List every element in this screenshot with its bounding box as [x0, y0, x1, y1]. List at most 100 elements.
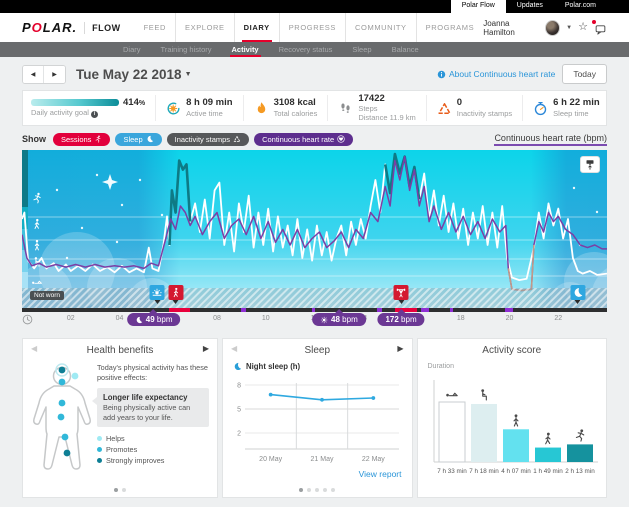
- page-date-title[interactable]: Tue May 22 2018: [76, 66, 182, 82]
- toggle-sleep-pill[interactable]: Sleep: [115, 132, 162, 146]
- daily-summary-bar: 414% Daily activity goal i 8 h 09 min Acti…: [22, 90, 607, 126]
- time-tick: 10: [261, 315, 270, 322]
- flow-label: FLOW: [92, 22, 121, 33]
- date-caret-icon[interactable]: ▼: [184, 70, 192, 78]
- nav-item-diary[interactable]: DIARY: [233, 13, 279, 42]
- chr-axis-selector[interactable]: Continuous heart rate (bpm): [494, 133, 607, 146]
- about-chr-link[interactable]: About Continuous heart rate: [437, 69, 555, 79]
- benefit-dot: [71, 372, 79, 380]
- topbar-tab-polar-flow[interactable]: Polar Flow: [450, 0, 506, 13]
- time-tick: 04: [115, 315, 124, 322]
- health-prev-arrow[interactable]: ◀: [31, 344, 38, 353]
- about-chr-label: About Continuous heart rate: [448, 69, 556, 79]
- stat-steps: 17422 Steps Distance 11.9 km: [327, 93, 425, 123]
- health-benefits-title: Health benefits: [86, 344, 154, 356]
- event-barbell-marker[interactable]: [393, 285, 409, 304]
- stat-activity-goal: 414% Daily activity goal i: [23, 95, 155, 121]
- goal-info-icon[interactable]: i: [90, 111, 98, 119]
- polar-logo[interactable]: POLAR.: [22, 20, 77, 35]
- nav-item-explore[interactable]: EXPLORE: [175, 13, 234, 42]
- score-bar-label: 4 h 07 min: [501, 468, 531, 475]
- hr-marker-49bpm[interactable]: 49 bpm: [126, 309, 181, 326]
- stat-calories: 3108 kcal Total calories: [242, 95, 328, 121]
- page-dot[interactable]: [114, 488, 118, 492]
- star-sparkle: [102, 174, 118, 190]
- stat-inactivity: 0 Inactivity stamps: [425, 95, 522, 121]
- svg-text:8: 8: [237, 383, 241, 390]
- sleep-prev-arrow[interactable]: ◀: [231, 344, 238, 353]
- toggle-chr-pill[interactable]: Continuous heart rate: [254, 132, 354, 146]
- sleep-next-arrow[interactable]: ▶: [397, 344, 404, 353]
- next-day-button[interactable]: ▶: [44, 65, 65, 83]
- hr-marker-172bpm[interactable]: 172 bpm: [377, 309, 425, 326]
- page-dot[interactable]: [122, 488, 126, 492]
- event-walk-marker[interactable]: [168, 285, 184, 304]
- not-worn-label: Not worn: [30, 291, 65, 300]
- subnav-training-history[interactable]: Training history: [160, 45, 212, 54]
- page-dot[interactable]: [323, 488, 328, 492]
- toggle-sessions-pill[interactable]: Sessions: [53, 132, 111, 146]
- favorites-star-icon[interactable]: ☆: [578, 21, 588, 33]
- hr-marker-48bpm[interactable]: 48 bpm: [312, 309, 366, 326]
- today-button[interactable]: Today: [562, 64, 607, 84]
- prev-day-button[interactable]: ◀: [23, 65, 44, 83]
- page-dot[interactable]: [315, 488, 320, 492]
- legend-dot-helps: [97, 436, 102, 442]
- subnav-balance[interactable]: Balance: [391, 45, 419, 54]
- health-legend: Helps Promotes Strongly improves: [97, 434, 209, 465]
- user-menu-caret-icon[interactable]: ▼: [566, 24, 573, 31]
- notification-dot: [592, 20, 596, 24]
- chr-sample-segment: [420, 308, 430, 312]
- event-moon-marker[interactable]: [570, 285, 586, 304]
- calories-flame-icon: [254, 101, 269, 116]
- not-worn-band: [22, 288, 607, 308]
- show-label: Show: [22, 134, 46, 144]
- user-name: Joanna Hamilton: [483, 18, 515, 37]
- show-values-toggle-button[interactable]: [580, 156, 600, 173]
- nav-item-feed[interactable]: FEED: [143, 23, 166, 32]
- time-tick: 02: [66, 315, 75, 322]
- page-dot[interactable]: [331, 488, 336, 492]
- topbar-tab-polar-com[interactable]: Polar.com: [564, 2, 596, 9]
- health-next-arrow[interactable]: ▶: [202, 344, 209, 353]
- benefit-dot: [61, 433, 69, 441]
- view-report-link[interactable]: View report: [358, 469, 402, 479]
- nav-item-programs[interactable]: PROGRAMS: [415, 13, 484, 42]
- label-toggle-icon: [584, 158, 596, 171]
- notifications-chat-icon[interactable]: [592, 20, 607, 33]
- timeline-bar[interactable]: [22, 308, 607, 312]
- moon-icon: [135, 316, 143, 324]
- page-dot[interactable]: [299, 488, 304, 492]
- nav-item-progress[interactable]: PROGRESS: [278, 13, 345, 42]
- activity-hr-plot[interactable]: [22, 150, 607, 308]
- health-callout: Longer life expectancy Being physically …: [92, 387, 209, 428]
- subnav-activity[interactable]: Activity: [222, 42, 269, 57]
- sleep-x-label: 21 May: [311, 456, 334, 463]
- activity-goal-progress-bar: [31, 99, 119, 107]
- warning-icon: [233, 135, 241, 143]
- score-bar-label: 2 h 13 min: [565, 468, 595, 475]
- chr-sample-segment: [449, 308, 453, 312]
- moon-icon: [146, 135, 154, 143]
- logo-text: P: [22, 20, 32, 35]
- toggle-inactivity-pill[interactable]: Inactivity stamps: [166, 132, 250, 146]
- heart-icon: [337, 135, 345, 143]
- distance-label: Distance 11.9 km: [358, 113, 416, 123]
- subnav-recovery-status[interactable]: Recovery status: [278, 45, 333, 54]
- sleep-x-label: 20 May: [259, 456, 282, 463]
- page-dot[interactable]: [307, 488, 312, 492]
- subnav-sleep[interactable]: Sleep: [352, 45, 372, 54]
- time-tick: 22: [554, 315, 563, 322]
- session-segment: [169, 308, 191, 312]
- subnav-diary[interactable]: Diary: [123, 45, 141, 54]
- nav-item-community[interactable]: COMMUNITY: [345, 13, 416, 42]
- duration-label: Duration: [427, 363, 454, 370]
- score-bar: [534, 447, 561, 462]
- daily-activity-chart[interactable]: Not worn 0204060810121416182022 49 bpm48…: [22, 150, 607, 330]
- avatar[interactable]: [545, 19, 561, 36]
- stand-icon: [513, 413, 519, 427]
- body-figure: [33, 363, 91, 470]
- runner-icon: [94, 135, 102, 143]
- event-sunrise-marker[interactable]: [149, 285, 165, 304]
- topbar-tab-updates[interactable]: Updates: [516, 2, 543, 9]
